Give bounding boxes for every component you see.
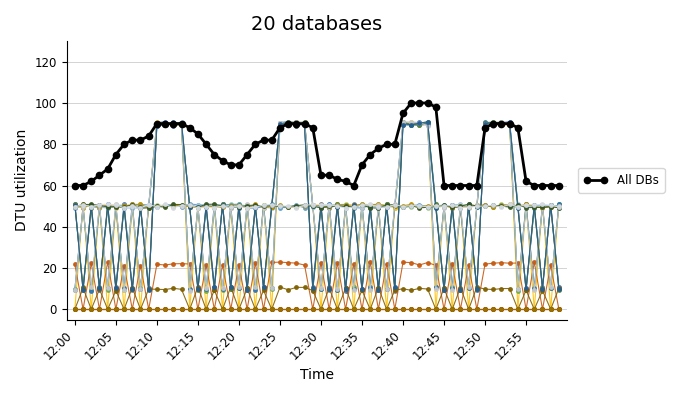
Title: 20 databases: 20 databases [252, 15, 382, 34]
Y-axis label: DTU utilization: DTU utilization [15, 129, 29, 231]
All DBs [235, 162, 243, 167]
Legend: All DBs: All DBs [578, 168, 665, 193]
Line: All DBs: All DBs [71, 100, 562, 189]
All DBs [153, 121, 161, 126]
All DBs [407, 100, 415, 105]
All DBs [374, 146, 382, 151]
All DBs [210, 152, 218, 157]
All DBs [194, 131, 202, 136]
All DBs [555, 183, 563, 188]
X-axis label: Time: Time [300, 368, 334, 382]
All DBs [226, 162, 235, 167]
All DBs [71, 183, 79, 188]
